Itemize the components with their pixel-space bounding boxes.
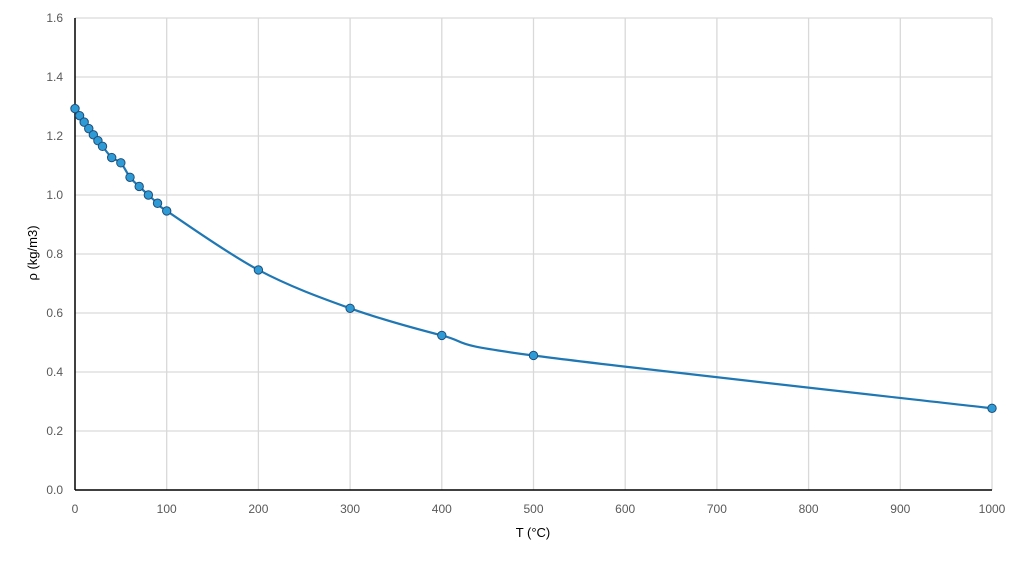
data-point [79,117,89,127]
y-tick-label: 1.2 [46,129,63,143]
x-tick-label: 100 [157,502,177,516]
x-axis-title: T (°C) [516,525,551,540]
data-point [253,265,264,275]
y-tick-label: 0.2 [46,424,63,438]
data-point [84,123,94,134]
x-tick-label: 700 [707,502,727,516]
data-point [116,158,126,168]
y-tick-label: 0.0 [46,483,63,497]
x-tick-label: 300 [340,502,360,516]
x-tick-label: 600 [615,502,635,516]
y-tick-label: 1.4 [46,70,63,84]
grid [75,17,993,490]
data-point [106,152,117,163]
x-tick-label: 1000 [979,502,1006,516]
data-point [134,181,144,192]
data-point [345,303,355,313]
data-point [437,330,447,341]
x-tick-label: 200 [248,502,268,516]
data-point [152,198,163,208]
x-tick-label: 0 [72,502,79,516]
y-tick-label: 0.6 [46,306,63,320]
data-point [97,141,108,152]
data-point [143,190,154,200]
data-points [70,103,997,413]
x-tick-label: 800 [799,502,819,516]
y-tick-label: 0.8 [46,247,63,261]
y-tick-label: 1.0 [46,188,63,202]
tick-labels: 0.0 0.2 0.4 0.6 0.8 1.0 1.2 1.4 1.6 0 100 200 300 400… [46,11,1005,516]
data-point [74,110,85,121]
x-tick-label: 400 [432,502,452,516]
data-point [70,103,80,114]
data-point [987,403,997,413]
data-point [528,350,539,361]
x-tick-label: 900 [890,502,910,516]
y-axis-title: ρ (kg/m3) [25,225,40,280]
axes [74,18,992,491]
data-point [162,206,172,216]
y-tick-label: 0.4 [46,365,63,379]
y-tick-label: 1.6 [46,11,63,25]
data-point [125,172,135,183]
x-tick-label: 500 [523,502,543,516]
